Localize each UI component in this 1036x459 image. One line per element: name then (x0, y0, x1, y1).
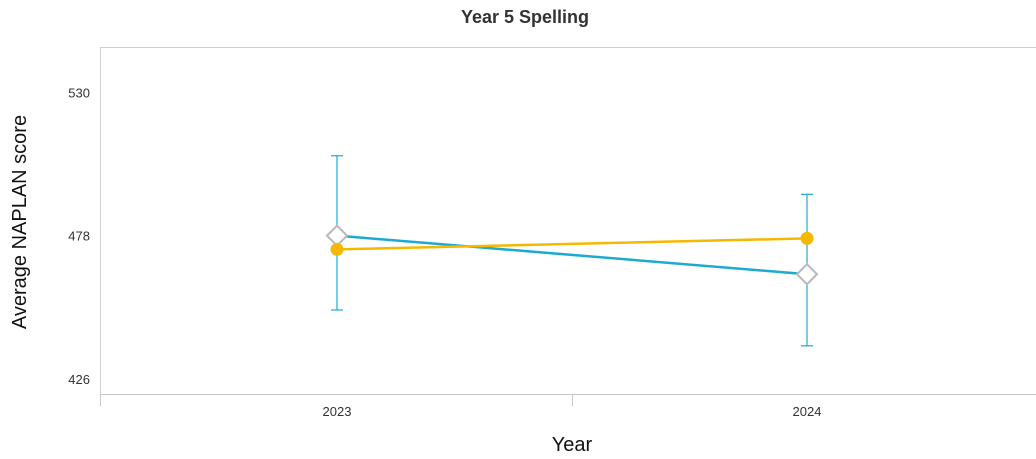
series-layer (325, 155, 819, 347)
data-point-diamond[interactable] (795, 262, 819, 286)
plot-area (100, 47, 1036, 395)
y-axis-title: Average NAPLAN score (9, 115, 31, 329)
x-axis: 2023 2024 (100, 394, 1036, 419)
x-axis-title: Year (552, 434, 593, 456)
y-tick-label: 478 (68, 229, 90, 244)
x-tick-label: 2024 (793, 404, 822, 419)
y-tick-label: 530 (68, 85, 90, 100)
series-line (336, 237, 808, 251)
y-axis: 426 478 530 (68, 85, 90, 386)
chart-title: Year 5 Spelling (461, 7, 589, 27)
y-tick-label: 426 (68, 372, 90, 387)
data-point-diamond[interactable] (325, 224, 349, 248)
data-point-circle[interactable] (800, 231, 814, 245)
data-point-circle[interactable] (330, 242, 344, 256)
series-line (336, 234, 808, 276)
x-tick-label: 2023 (323, 404, 352, 419)
